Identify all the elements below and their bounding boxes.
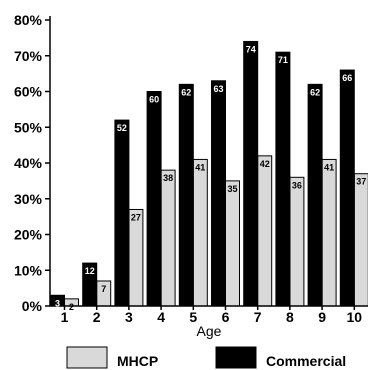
data-label-commercial-age-8: 71: [278, 55, 288, 65]
data-label-commercial-age-1: 3: [55, 298, 60, 308]
data-label-commercial-age-3: 52: [117, 123, 127, 133]
y-tick-label: 20%: [14, 227, 43, 243]
x-tick-label: 6: [222, 309, 230, 325]
x-tick-label: 2: [93, 309, 101, 325]
bar-commercial-age-5: [178, 83, 194, 307]
data-label-commercial-age-2: 12: [85, 266, 95, 276]
bar-commercial-age-8: [275, 51, 291, 307]
data-label-mhcp-age-5: 41: [195, 162, 205, 172]
labels-layer: 2317122275233860441625356364274736718416…: [14, 12, 366, 325]
x-tick-label: 4: [157, 309, 165, 325]
y-tick-label: 30%: [14, 191, 43, 207]
data-label-commercial-age-6: 63: [213, 84, 223, 94]
data-label-mhcp-age-1: 2: [69, 302, 74, 312]
bar-mhcp-age-3: [128, 208, 144, 307]
y-tick-label: 70%: [14, 48, 43, 64]
bar-mhcp-age-5: [192, 158, 208, 307]
data-label-mhcp-age-6: 35: [227, 184, 237, 194]
bar-commercial-age-4: [146, 91, 162, 307]
bar-commercial-age-10: [339, 69, 355, 307]
legend-label-commercial: Commercial: [266, 353, 346, 369]
data-label-commercial-age-5: 62: [181, 87, 191, 97]
bar-commercial-age-3: [114, 119, 130, 307]
x-tick-label: 9: [318, 309, 326, 325]
y-tick-label: 60%: [14, 84, 43, 100]
legend-swatch-mhcp: [66, 346, 108, 369]
bar-mhcp-age-6: [225, 180, 240, 307]
bar-mhcp-age-10: [353, 173, 368, 307]
y-tick-label: 10%: [14, 262, 43, 278]
x-tick-label: 5: [189, 309, 197, 325]
y-tick-label: 0%: [22, 298, 43, 314]
legend-label-mhcp: MHCP: [117, 353, 158, 369]
bar-mhcp-age-8: [289, 176, 305, 307]
y-tick-label: 80%: [14, 12, 43, 28]
y-tick-label: 40%: [14, 155, 43, 171]
x-tick-label: 7: [254, 309, 262, 325]
bar-commercial-age-7: [243, 40, 259, 307]
data-label-commercial-age-4: 60: [149, 95, 159, 105]
data-label-mhcp-age-2: 7: [101, 284, 106, 294]
legend: MHCP Commercial: [66, 346, 346, 369]
x-tick-label: 10: [347, 309, 363, 325]
data-label-mhcp-age-4: 38: [163, 173, 173, 183]
x-axis-label: Age: [197, 323, 222, 339]
y-tick-label: 50%: [14, 119, 43, 135]
x-tick-label: 8: [286, 309, 294, 325]
data-label-mhcp-age-7: 42: [260, 159, 270, 169]
bar-mhcp-age-4: [160, 169, 176, 307]
data-label-commercial-age-10: 66: [342, 73, 352, 83]
data-label-mhcp-age-8: 36: [292, 180, 302, 190]
bar-commercial-age-9: [307, 83, 323, 307]
data-label-mhcp-age-10: 37: [356, 177, 366, 187]
data-label-mhcp-age-3: 27: [131, 212, 141, 222]
bar-commercial-age-6: [211, 80, 226, 307]
bar-mhcp-age-7: [257, 155, 273, 307]
axes-layer: [45, 16, 368, 310]
x-tick-label: 3: [125, 309, 133, 325]
data-label-mhcp-age-9: 41: [324, 162, 334, 172]
bars-layer: [50, 40, 368, 307]
data-label-commercial-age-9: 62: [310, 87, 320, 97]
legend-swatch-commercial: [215, 346, 257, 369]
x-tick-label: 1: [61, 309, 69, 325]
data-label-commercial-age-7: 74: [246, 44, 256, 54]
bar-mhcp-age-9: [321, 158, 337, 307]
